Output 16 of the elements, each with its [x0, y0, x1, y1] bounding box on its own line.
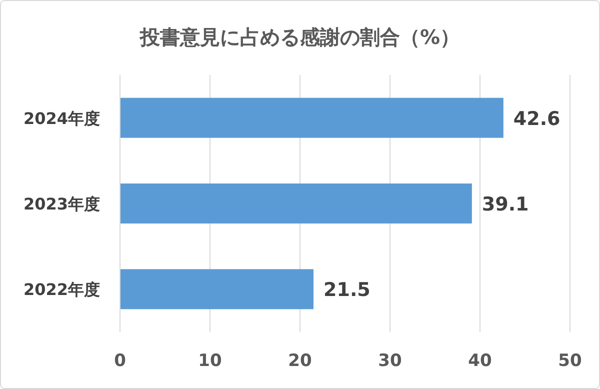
data-label: 21.5	[324, 279, 370, 302]
bar	[120, 184, 472, 224]
x-tick-label: 40	[468, 351, 492, 371]
x-tick-label: 20	[288, 351, 312, 371]
chart-title: 投書意見に占める感謝の割合（%）	[138, 25, 460, 49]
y-tick-label: 2022年度	[23, 280, 100, 300]
y-tick-label: 2024年度	[23, 108, 100, 128]
bar	[120, 98, 504, 138]
bar	[120, 269, 314, 310]
x-tick-label: 30	[378, 351, 402, 371]
data-label: 42.6	[513, 108, 560, 130]
x-tick-label: 50	[558, 351, 582, 371]
x-tick-label: 10	[198, 351, 222, 371]
x-tick-label: 0	[114, 351, 126, 371]
data-label: 39.1	[482, 194, 529, 216]
y-tick-label: 2023年度	[23, 194, 100, 214]
